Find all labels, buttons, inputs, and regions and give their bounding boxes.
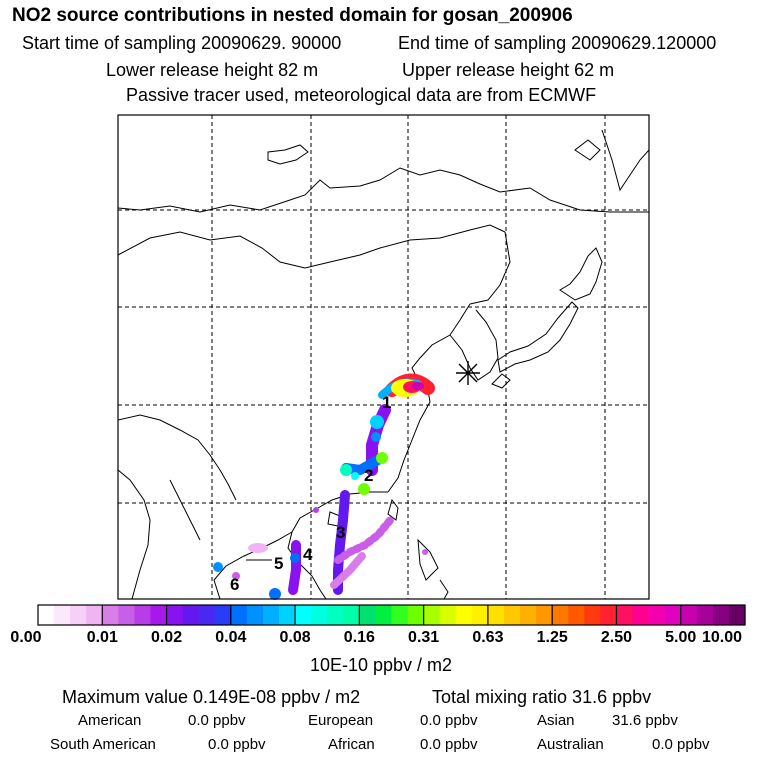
page-title: NO2 source contributions in nested domai… bbox=[12, 5, 573, 26]
colorbar-cell bbox=[118, 605, 136, 625]
colorbar-cell bbox=[391, 605, 409, 625]
colorbar-tick-label: 0.04 bbox=[215, 629, 247, 646]
total-mixing-ratio: Total mixing ratio 31.6 ppbv bbox=[432, 687, 652, 707]
colorbar-cell bbox=[311, 605, 328, 625]
receptor-asterisk-icon bbox=[456, 361, 480, 385]
colorbar-cell bbox=[664, 605, 682, 625]
lower-release-height: Lower release height 82 m bbox=[106, 60, 319, 80]
colorbar-units: 10E-10 ppbv / m2 bbox=[309, 655, 453, 675]
colorbar-tick-label: 10.00 bbox=[701, 629, 743, 646]
start-time-label: Start time of sampling 20090629. 90000 bbox=[22, 33, 342, 53]
colorbar-cell bbox=[712, 605, 730, 625]
colorbar-tick-label: 0.02 bbox=[150, 629, 183, 646]
coastlines bbox=[118, 129, 649, 599]
region-value-asian: 31.6 ppbv bbox=[612, 712, 678, 729]
colorbar-cell bbox=[182, 605, 200, 625]
colorbar-cell bbox=[70, 605, 87, 625]
colorbar-cell bbox=[439, 605, 457, 625]
lat-lon-grid bbox=[118, 115, 649, 599]
region-value-american: 0.0 ppbv bbox=[188, 712, 246, 729]
colorbar-cell bbox=[407, 605, 425, 625]
region-name-american: American bbox=[78, 712, 142, 729]
colorbar-cell bbox=[150, 605, 168, 625]
colorbar-cell bbox=[423, 605, 441, 625]
colorbar-cell bbox=[327, 605, 344, 625]
upper-release-height: Upper release height 62 m bbox=[402, 60, 615, 80]
colorbar-cell bbox=[568, 605, 585, 625]
colorbar-cell bbox=[54, 605, 71, 625]
colorbar-tick-label: 5.00 bbox=[665, 629, 697, 646]
colorbar-cell bbox=[520, 605, 537, 625]
colorbar-cell bbox=[680, 605, 698, 625]
colorbar-cell bbox=[359, 605, 377, 625]
colorbar-cell bbox=[38, 605, 55, 625]
colorbar-cell bbox=[230, 605, 248, 625]
region-name-south-american: South American bbox=[50, 736, 156, 753]
source-label-4: 4 bbox=[303, 545, 313, 564]
colorbar-cell bbox=[503, 605, 521, 625]
colorbar-tick-label: 0.16 bbox=[343, 629, 375, 646]
region-name-asian: Asian bbox=[537, 712, 575, 729]
source-contribution-plume bbox=[213, 373, 435, 600]
end-time-label: End time of sampling 20090629.120000 bbox=[398, 33, 717, 53]
colorbar-tick-label: 0.00 bbox=[10, 629, 42, 646]
source-label-1: 1 bbox=[382, 393, 391, 412]
region-value-australian: 0.0 ppbv bbox=[652, 736, 710, 753]
colorbar-cell bbox=[600, 605, 618, 625]
colorbar-cell bbox=[214, 605, 232, 625]
colorbar-cell bbox=[552, 605, 569, 625]
colorbar-cell bbox=[262, 605, 280, 625]
colorbar-cell bbox=[584, 605, 601, 625]
colorbar-cell bbox=[648, 605, 666, 625]
colorbar-tick-label: 0.01 bbox=[86, 629, 118, 646]
colorbar-cell bbox=[279, 605, 296, 625]
colorbar-cell bbox=[536, 605, 553, 625]
colorbar-cell bbox=[343, 605, 360, 625]
colorbar-cell bbox=[166, 605, 184, 625]
colorbar-cell bbox=[246, 605, 264, 625]
colorbar-cell bbox=[134, 605, 152, 625]
colorbar-cell bbox=[198, 605, 216, 625]
colorbar-cell bbox=[728, 605, 746, 625]
tracer-note: Passive tracer used, meteorological data… bbox=[126, 85, 597, 105]
maximum-value: Maximum value 0.149E-08 ppbv / m2 bbox=[62, 687, 361, 707]
colorbar-cell bbox=[471, 605, 489, 625]
colorbar-cell bbox=[455, 605, 473, 625]
colorbar-cell bbox=[616, 605, 634, 625]
colorbar-cell bbox=[632, 605, 650, 625]
region-name-african: African bbox=[328, 736, 375, 753]
colorbar-tick-label: 1.25 bbox=[536, 629, 568, 646]
colorbar-cell bbox=[295, 605, 312, 625]
colorbar-cell bbox=[102, 605, 119, 625]
colorbar-cell bbox=[375, 605, 393, 625]
map-frame bbox=[117, 114, 650, 600]
colorbar-tick-label: 2.50 bbox=[600, 629, 633, 646]
colorbar-cell bbox=[487, 605, 505, 625]
source-label-3: 3 bbox=[336, 523, 345, 542]
colorbar-cell bbox=[86, 605, 103, 625]
region-value-african: 0.0 ppbv bbox=[420, 736, 478, 753]
source-label-6: 6 bbox=[230, 575, 239, 594]
source-label-5: 5 bbox=[274, 554, 283, 573]
region-value-south-american: 0.0 ppbv bbox=[208, 736, 266, 753]
source-label-2: 2 bbox=[364, 466, 373, 485]
colorbar-tick-label: 0.31 bbox=[408, 629, 440, 646]
region-name-european: European bbox=[308, 712, 374, 729]
colorbar-tick-label: 0.08 bbox=[279, 629, 311, 646]
region-name-australian: Australian bbox=[537, 736, 604, 753]
colorbar-cell bbox=[696, 605, 714, 625]
colorbar-tick-label: 0.63 bbox=[472, 629, 504, 646]
region-value-european: 0.0 ppbv bbox=[420, 712, 478, 729]
